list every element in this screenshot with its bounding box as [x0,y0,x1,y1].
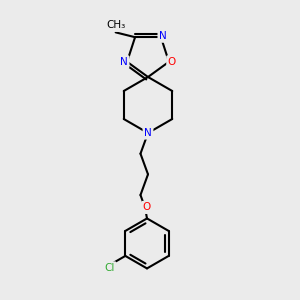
Text: O: O [143,202,151,212]
Text: N: N [120,57,128,67]
Text: N: N [144,128,152,138]
Text: O: O [168,57,176,67]
Text: CH₃: CH₃ [106,20,125,30]
Text: N: N [159,31,167,41]
Text: Cl: Cl [105,263,115,273]
